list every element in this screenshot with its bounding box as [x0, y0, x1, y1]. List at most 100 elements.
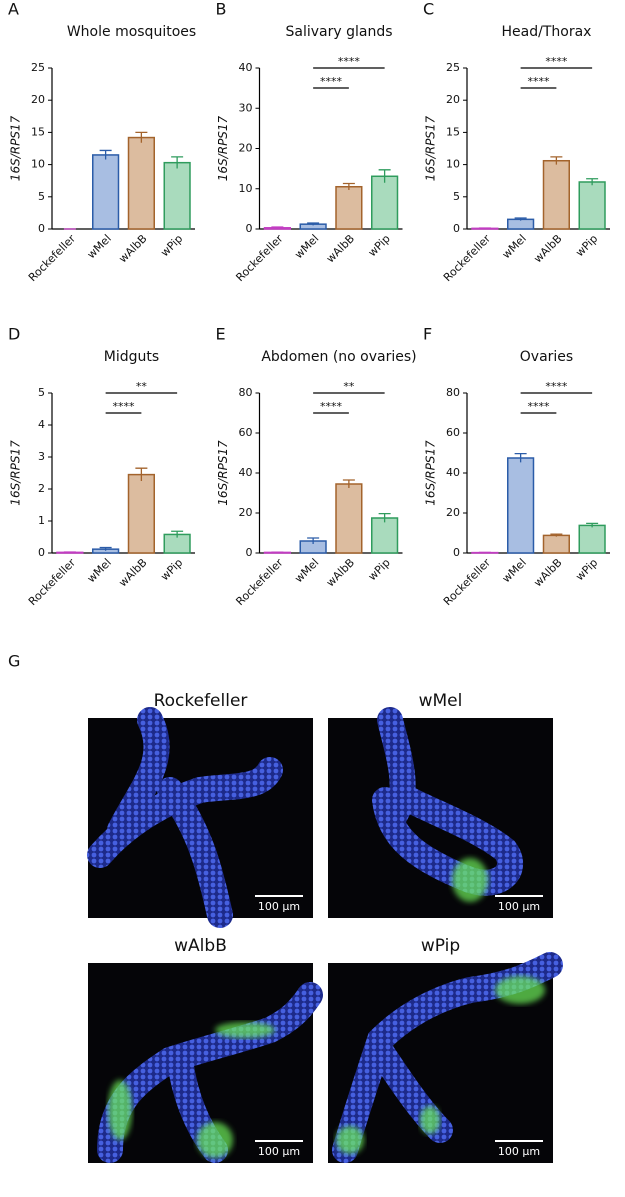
scale-bar-label: 100 µm: [498, 1145, 540, 1158]
x-tick-label: Rockefeller: [233, 556, 285, 608]
y-tick-label: 0: [38, 546, 45, 559]
scale-bar-label: 100 µm: [258, 1145, 300, 1158]
significance-label: ****: [528, 400, 551, 413]
significance-label: ****: [320, 400, 343, 413]
panel-label: G: [8, 652, 20, 671]
x-tick-label: Rockefeller: [441, 232, 493, 284]
x-tick-label: Rockefeller: [441, 556, 493, 608]
y-tick-label: 60: [446, 426, 460, 439]
panel-label: B: [216, 0, 227, 19]
y-tick-label: 20: [446, 506, 460, 519]
panel-label: D: [8, 325, 20, 344]
bar: [372, 518, 398, 553]
error-bar: [64, 552, 76, 553]
panel-label: C: [423, 0, 434, 19]
y-tick-label: 40: [446, 466, 460, 479]
y-tick-label: 80: [239, 386, 253, 399]
y-tick-label: 5: [38, 190, 45, 203]
y-axis-label: 16S/RPS17: [424, 115, 438, 181]
bar: [164, 163, 190, 229]
chart-title: Ovaries: [520, 349, 573, 365]
y-axis-label: 16S/RPS17: [424, 440, 438, 506]
bar: [129, 475, 155, 553]
y-tick-label: 1: [38, 514, 45, 527]
wolbachia-signal: [215, 1022, 275, 1038]
y-tick-label: 0: [453, 222, 460, 235]
x-tick-label: wAlbB: [531, 232, 564, 265]
chart-title: Head/Thorax: [502, 24, 592, 40]
bar: [336, 484, 362, 553]
y-tick-label: 4: [38, 418, 45, 431]
x-tick-label: wAlbB: [116, 232, 149, 265]
chart-title: Midguts: [104, 349, 159, 365]
y-tick-label: 0: [38, 222, 45, 235]
bar: [544, 535, 570, 553]
y-axis-label: 16S/RPS17: [216, 440, 230, 506]
x-tick-label: Rockefeller: [233, 232, 285, 284]
x-tick-label: Rockefeller: [26, 232, 78, 284]
y-tick-label: 40: [239, 466, 253, 479]
scale-bar-label: 100 µm: [498, 900, 540, 913]
bar: [336, 187, 362, 229]
y-tick-label: 30: [239, 101, 253, 114]
bar: [93, 155, 119, 229]
significance-label: ****: [528, 75, 551, 88]
y-tick-label: 80: [446, 386, 460, 399]
chart-title: Abdomen (no ovaries): [261, 349, 416, 365]
x-tick-label: wAlbB: [531, 556, 564, 589]
x-tick-label: wPip: [158, 232, 185, 259]
panel-label: F: [423, 325, 432, 344]
chart-title: Whole mosquitoes: [67, 24, 196, 40]
x-tick-label: wAlbB: [324, 556, 357, 589]
y-tick-label: 15: [446, 125, 460, 138]
significance-label: **: [136, 380, 148, 393]
y-tick-label: 5: [38, 386, 45, 399]
bar: [508, 219, 534, 229]
y-tick-label: 5: [453, 190, 460, 203]
y-tick-label: 10: [31, 158, 45, 171]
x-tick-label: wMel: [500, 556, 529, 585]
wolbachia-signal: [420, 1106, 440, 1134]
image-title: wMel: [419, 691, 463, 711]
y-tick-label: 20: [239, 506, 253, 519]
y-tick-label: 0: [246, 546, 253, 559]
image-title: wPip: [421, 936, 460, 956]
x-tick-label: wMel: [292, 556, 321, 585]
x-tick-label: wMel: [85, 556, 114, 585]
y-tick-label: 20: [446, 93, 460, 106]
x-tick-label: Rockefeller: [26, 556, 78, 608]
y-tick-label: 15: [31, 125, 45, 138]
y-tick-label: 20: [31, 93, 45, 106]
x-tick-label: wPip: [158, 556, 185, 583]
y-tick-label: 10: [239, 182, 253, 195]
x-tick-label: wPip: [573, 556, 600, 583]
y-axis-label: 16S/RPS17: [9, 440, 23, 506]
significance-label: **: [343, 380, 355, 393]
y-tick-label: 25: [446, 61, 460, 74]
x-tick-label: wMel: [85, 232, 114, 261]
y-tick-label: 3: [38, 450, 45, 463]
scale-bar-label: 100 µm: [258, 900, 300, 913]
chart-title: Salivary glands: [285, 24, 392, 40]
y-tick-label: 0: [453, 546, 460, 559]
significance-label: ****: [545, 55, 568, 68]
significance-label: ****: [320, 75, 343, 88]
y-tick-label: 10: [446, 158, 460, 171]
x-tick-label: wMel: [500, 232, 529, 261]
y-axis-label: 16S/RPS17: [216, 115, 230, 181]
panel-label: E: [216, 325, 226, 344]
wolbachia-signal: [495, 976, 545, 1004]
significance-label: ****: [545, 380, 568, 393]
error-bar: [479, 228, 491, 229]
significance-label: ****: [113, 400, 136, 413]
significance-label: ****: [338, 55, 361, 68]
wolbachia-signal: [197, 1122, 233, 1158]
x-tick-label: wPip: [573, 232, 600, 259]
y-tick-label: 25: [31, 61, 45, 74]
wolbachia-signal: [452, 858, 488, 902]
x-tick-label: wAlbB: [324, 232, 357, 265]
y-axis-label: 16S/RPS17: [9, 115, 23, 181]
bar: [579, 525, 605, 553]
